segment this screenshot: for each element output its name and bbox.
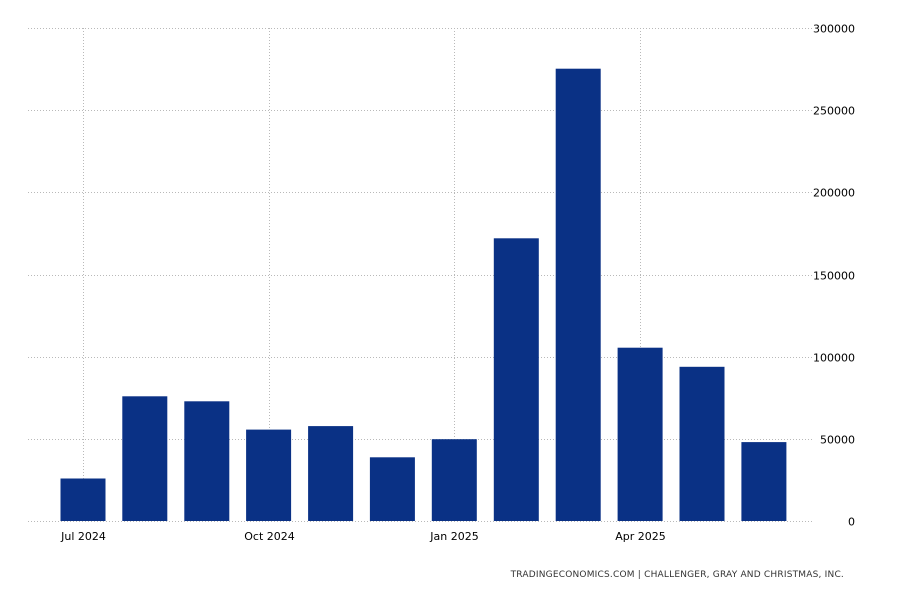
bar-2025-03 [555,68,601,521]
bar-2025-01 [431,439,477,521]
bar-2025-06 [741,442,787,521]
x-tick-labels: Jul 2024 Oct 2024 Jan 2025 Apr 2025 [60,530,666,543]
bar-2024-07 [60,478,106,521]
y-tick-label: 150000 [813,270,855,283]
y-tick-label: 50000 [820,434,855,447]
y-tick-labels: 0 50000 100000 150000 200000 250000 300000 [813,23,855,529]
bar-2025-05 [679,366,725,521]
bar-2024-09 [184,401,230,521]
x-tick-label: Apr 2025 [615,530,666,543]
bar-2025-02 [493,238,539,522]
x-tick-label: Jul 2024 [60,530,106,543]
x-tick-label: Jan 2025 [429,530,478,543]
bars [60,68,787,522]
y-tick-label: 250000 [813,105,855,118]
y-tick-label: 300000 [813,23,855,36]
y-tick-label: 100000 [813,352,855,365]
x-tick-label: Oct 2024 [244,530,295,543]
y-tick-label: 0 [848,516,855,529]
bar-2024-10 [246,429,292,521]
y-tick-label: 200000 [813,187,855,200]
bar-2025-04 [617,347,663,521]
bar-2024-11 [308,426,354,521]
bar-2024-12 [369,457,415,521]
x-gridlines [83,28,641,521]
source-credit: TRADINGECONOMICS.COM | CHALLENGER, GRAY … [510,570,844,580]
bar-2024-08 [122,396,168,521]
